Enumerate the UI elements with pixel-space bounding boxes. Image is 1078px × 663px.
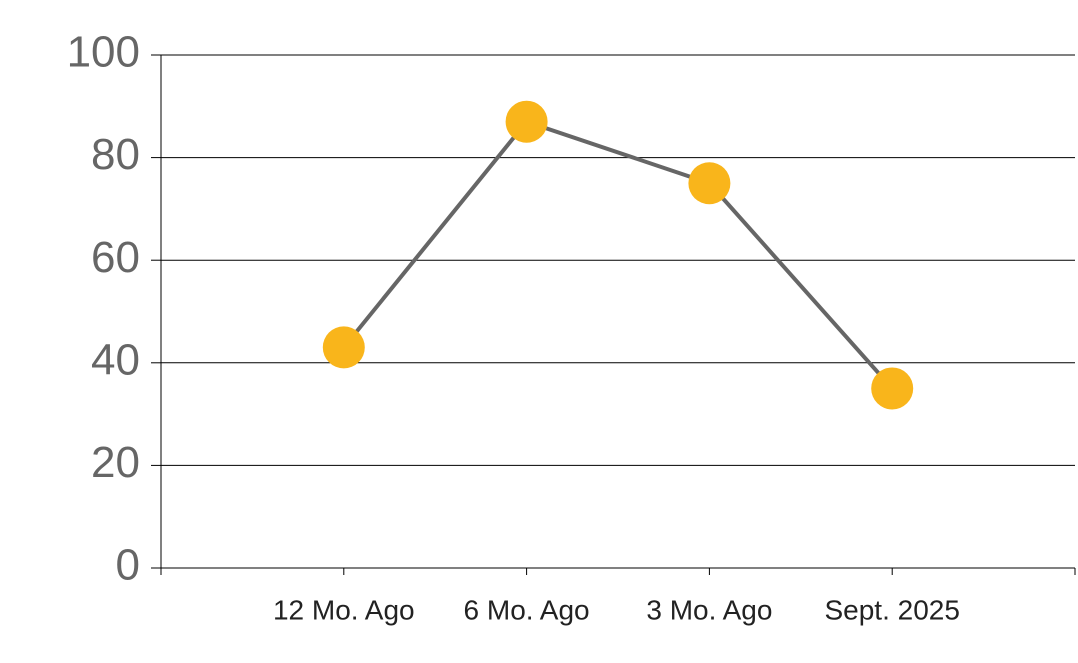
x-tick-label: 12 Mo. Ago [273,594,415,625]
line [342,119,894,390]
marker [871,367,914,410]
marker [322,326,365,369]
y-tick-label: 60 [91,233,140,282]
y-tick-label: 100 [67,28,140,77]
y-tick-label: 0 [116,541,140,590]
x-tick-label: 3 Mo. Ago [646,594,772,625]
y-tick-label: 80 [91,130,140,179]
y-tick-label: 40 [91,335,140,384]
x-tick-label: Sept. 2025 [824,594,959,625]
y-tick-label: 20 [91,438,140,487]
x-tick-label: 6 Mo. Ago [464,594,590,625]
marker [688,162,731,205]
marker [505,100,548,143]
